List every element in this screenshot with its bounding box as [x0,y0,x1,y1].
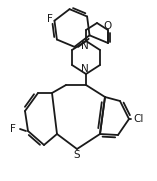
Text: Cl: Cl [133,114,143,124]
Text: S: S [74,150,80,160]
Text: F: F [10,124,16,134]
Text: O: O [104,21,112,31]
Text: F: F [47,14,53,24]
Text: N: N [81,64,89,74]
Text: N: N [81,41,89,51]
